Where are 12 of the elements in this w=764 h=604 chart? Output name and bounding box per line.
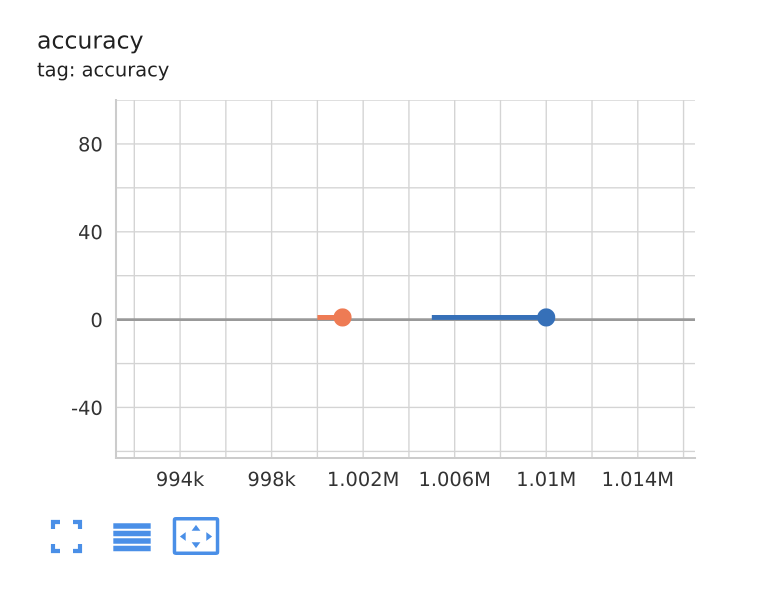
y-tick-label: 0 [92,312,102,328]
x-tick-label: 1.014M [604,472,672,486]
x-tick-label: 1.006M [420,472,490,486]
x-tick-label: 998k [248,471,296,486]
y-tick-label: 80 [79,136,102,152]
chart-subtitle: tag: accuracy [38,62,169,80]
chart-title: accuracy [38,35,143,54]
x-tick-label: 1.01M [518,472,574,486]
x-tick-label: 1.002M [329,472,398,486]
y-tick-label: -40 [72,400,102,416]
x-tick-label: 994k [157,471,204,486]
y-tick-label: 40 [79,224,102,240]
